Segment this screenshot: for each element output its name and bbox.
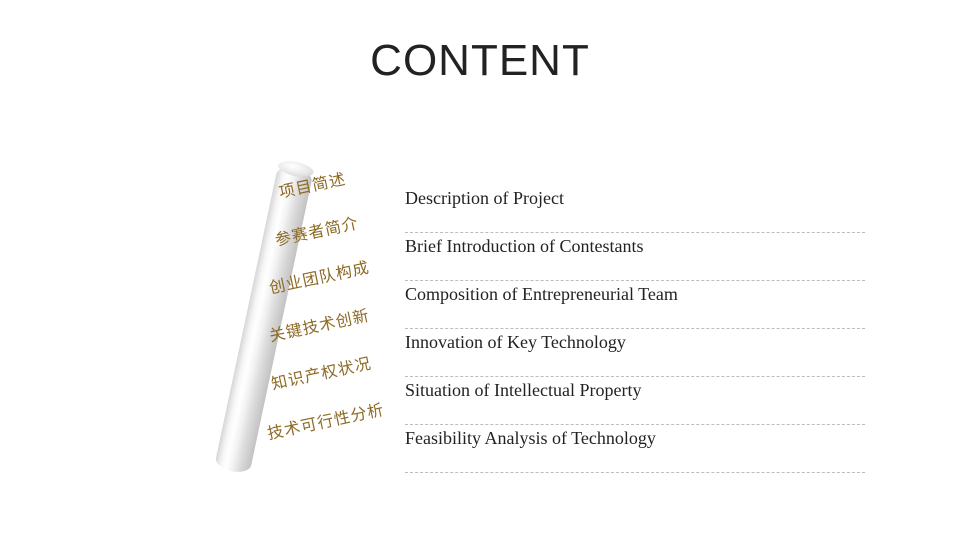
description-text: Description of Project — [405, 188, 564, 209]
description-text: Brief Introduction of Contestants — [405, 236, 643, 257]
description-text: Composition of Entrepreneurial Team — [405, 284, 678, 305]
description-text: Feasibility Analysis of Technology — [405, 428, 656, 449]
description-row: Composition of Entrepreneurial Team — [405, 281, 865, 329]
description-list: Description of Project Brief Introductio… — [405, 185, 865, 473]
description-row: Innovation of Key Technology — [405, 329, 865, 377]
description-row: Description of Project — [405, 185, 865, 233]
description-text: Innovation of Key Technology — [405, 332, 626, 353]
slide: CONTENT 项目简述 参赛者简介 创业团队构成 关键技术创新 知识产权状况 … — [0, 0, 960, 540]
description-text: Situation of Intellectual Property — [405, 380, 641, 401]
description-row: Feasibility Analysis of Technology — [405, 425, 865, 473]
description-row: Brief Introduction of Contestants — [405, 233, 865, 281]
cn-label: 技术可行性分析 — [265, 396, 386, 444]
description-row: Situation of Intellectual Property — [405, 377, 865, 425]
cn-label: 知识产权状况 — [269, 350, 374, 395]
page-title: CONTENT — [0, 36, 960, 86]
